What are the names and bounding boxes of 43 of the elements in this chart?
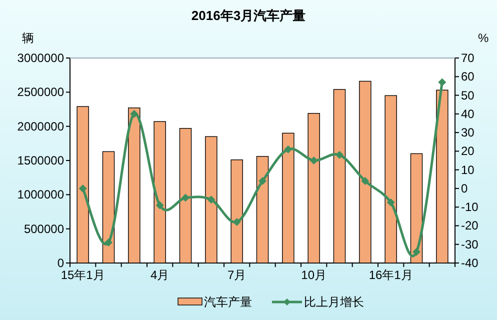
y2-tick-label: 40 (461, 106, 475, 121)
chart-title: 2016年3月汽车产量 (191, 8, 306, 23)
point (336, 150, 344, 159)
y-axis-title: 辆 (22, 31, 34, 45)
point (156, 201, 164, 210)
y-tick-label: 2000000 (17, 119, 64, 134)
point (386, 198, 395, 206)
point (310, 156, 318, 164)
legend-label: 汽车产量 (204, 295, 252, 309)
y-tick-label: 2500000 (17, 85, 64, 100)
x-tick-label: 15年1月 (60, 268, 105, 282)
y2-tick-label: -40 (461, 256, 479, 270)
y2-tick-label: 30 (461, 126, 475, 140)
y2-tick-label: -20 (461, 218, 479, 233)
y-tick-label: 3000000 (17, 51, 64, 65)
point (78, 184, 87, 192)
y2-tick-label: 60 (461, 70, 475, 84)
y-tick-label: 0 (57, 256, 64, 270)
point (412, 248, 420, 256)
x-tick-label: 16年1月 (368, 268, 413, 282)
y2-tick-label: 70 (461, 51, 475, 65)
point (104, 238, 112, 246)
y2-tick-label: 50 (461, 88, 475, 102)
point (182, 194, 190, 202)
x-tick-label: 10月 (301, 268, 327, 282)
point (361, 177, 370, 185)
y2-axis-title: % (478, 31, 489, 45)
y2-tick-label: 10 (461, 162, 475, 177)
point (130, 110, 138, 118)
y-tick-label: 500000 (24, 222, 64, 236)
y-tick-label: 1000000 (17, 188, 64, 202)
x-tick-label: 4月 (150, 268, 170, 282)
y2-tick-label: -10 (461, 200, 479, 214)
point (438, 78, 446, 86)
point (258, 177, 266, 185)
point (207, 196, 216, 204)
point (284, 145, 292, 154)
x-tick-label: 7月 (227, 268, 246, 282)
y2-tick-label: -30 (461, 237, 479, 252)
legend-label: 比上月增长 (304, 295, 364, 309)
y2-tick-label: 20 (461, 144, 475, 158)
y2-tick-label: 0 (461, 181, 468, 196)
y-tick-label: 1500000 (17, 154, 64, 168)
